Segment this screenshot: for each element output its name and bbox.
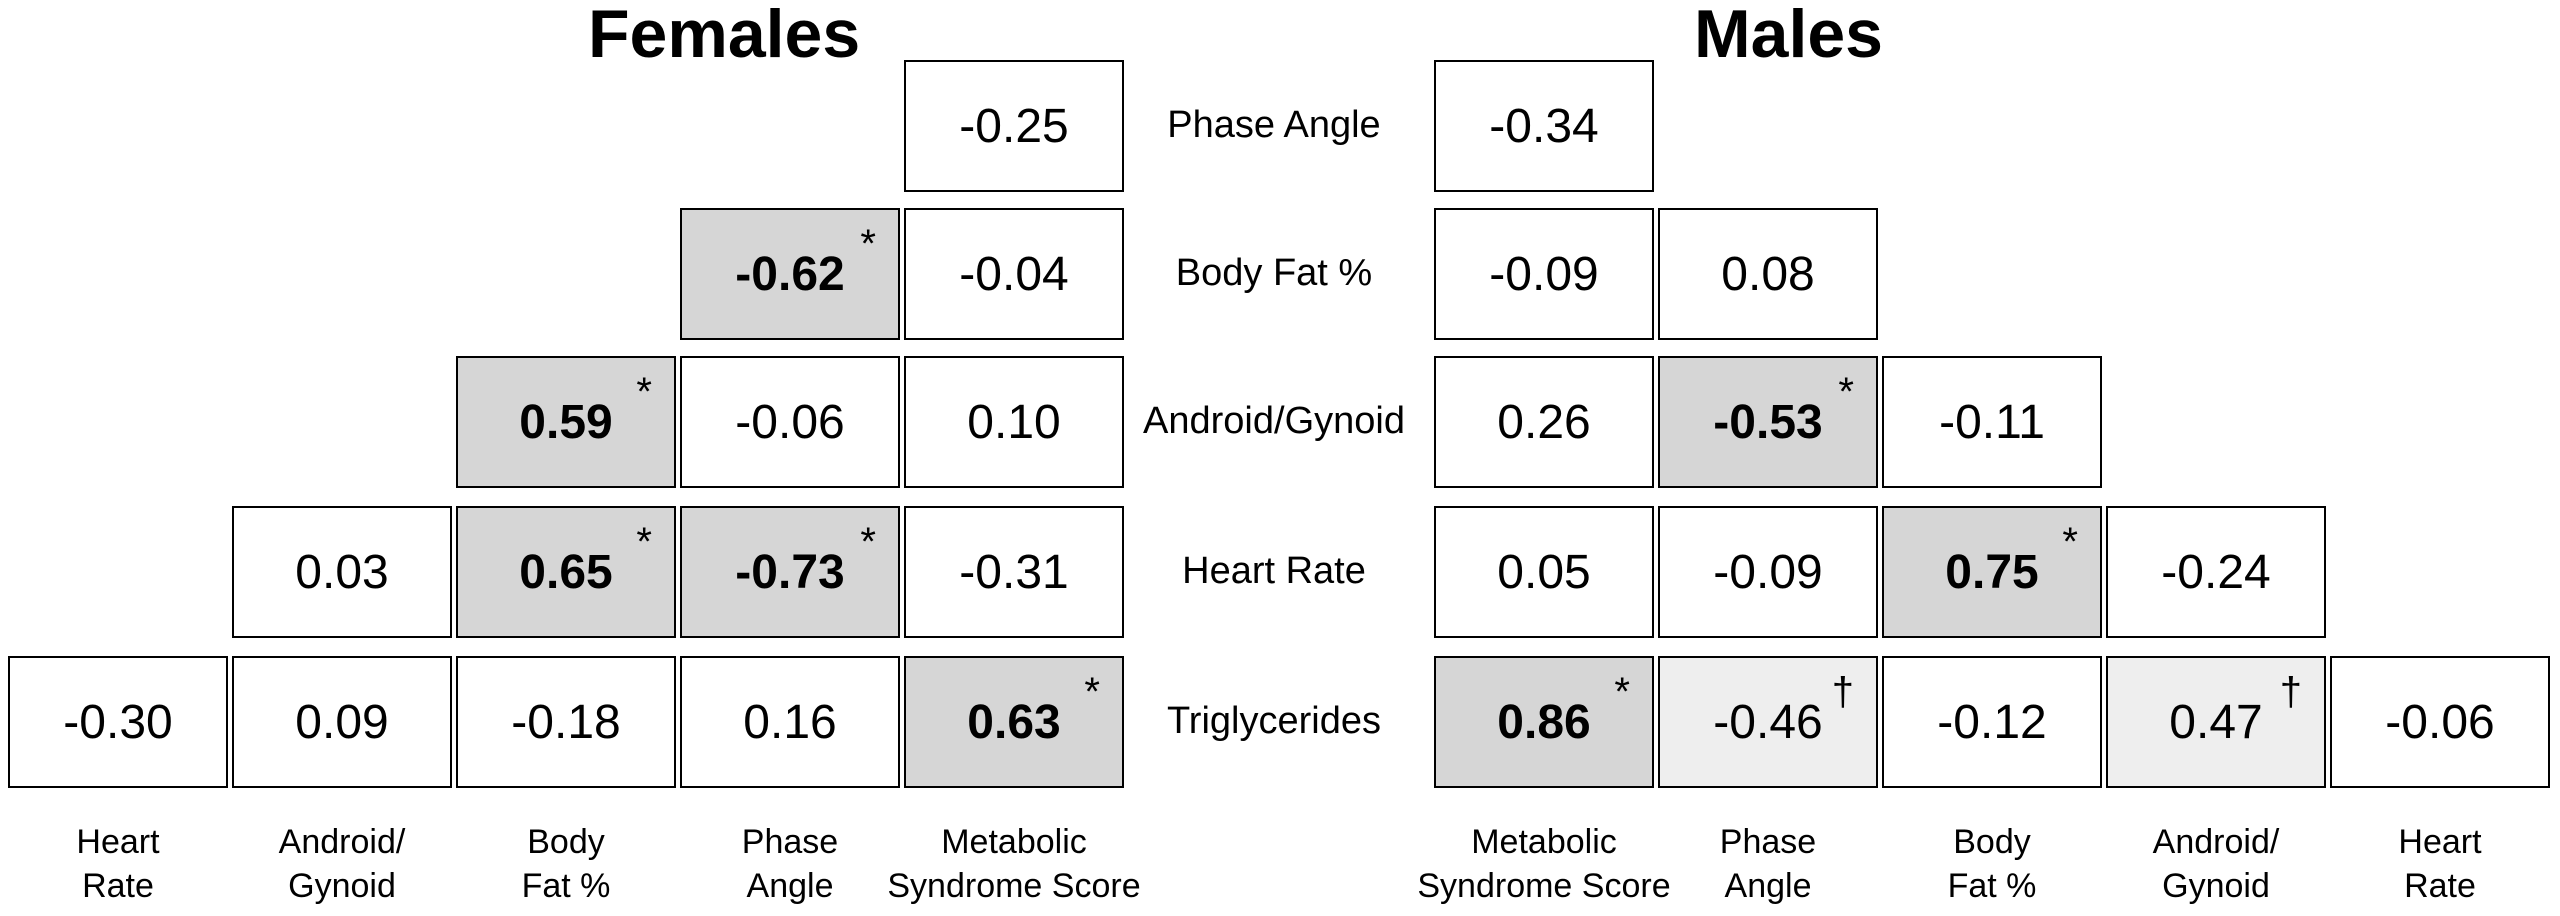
- significance-mark: *: [1838, 370, 1854, 414]
- correlation-cell: 0.09: [232, 656, 452, 788]
- correlation-cell: -0.06: [2330, 656, 2550, 788]
- significance-mark: *: [1614, 670, 1630, 714]
- correlation-value: 0.16: [743, 695, 837, 749]
- correlation-cell: -0.09: [1658, 506, 1878, 638]
- correlation-value: -0.11: [1939, 395, 2045, 449]
- correlation-value: 0.08: [1721, 247, 1815, 301]
- correlation-cell: -0.18: [456, 656, 676, 788]
- correlation-cell: -0.11: [1882, 356, 2102, 488]
- correlation-value: 0.59: [519, 395, 613, 449]
- correlation-cell: 0.08: [1658, 208, 1878, 340]
- correlation-value: -0.24: [2161, 545, 2271, 599]
- correlation-cell: 0.75 *: [1882, 506, 2102, 638]
- trend-mark: †: [1831, 670, 1854, 714]
- females-title: Females: [588, 0, 861, 72]
- correlation-value: 0.26: [1497, 395, 1591, 449]
- correlation-cell: -0.53 *: [1658, 356, 1878, 488]
- correlation-cell: 0.10: [904, 356, 1124, 488]
- correlation-cell: -0.30: [8, 656, 228, 788]
- correlation-cell: -0.73 *: [680, 506, 900, 638]
- correlation-value: -0.04: [959, 247, 1069, 301]
- correlation-value: -0.25: [959, 99, 1069, 153]
- correlation-cell: -0.62 *: [680, 208, 900, 340]
- correlation-cell: -0.34: [1434, 60, 1654, 192]
- row-label: Android/Gynoid: [1143, 400, 1405, 442]
- column-label: Body Fat %: [521, 823, 611, 905]
- correlation-value: -0.06: [735, 395, 845, 449]
- correlation-value: 0.63: [967, 695, 1061, 749]
- row-label: Heart Rate: [1182, 550, 1366, 592]
- correlation-value: -0.34: [1489, 99, 1599, 153]
- correlation-value: 0.10: [967, 395, 1061, 449]
- row-label: Body Fat %: [1175, 252, 1373, 294]
- correlation-value: -0.53: [1713, 395, 1823, 449]
- correlation-value: 0.75: [1945, 545, 2039, 599]
- correlation-cell: -0.31: [904, 506, 1124, 638]
- significance-mark: *: [860, 520, 876, 564]
- correlation-value: -0.31: [959, 545, 1069, 599]
- correlation-cell: 0.59 *: [456, 356, 676, 488]
- correlation-cell: -0.25: [904, 60, 1124, 192]
- correlation-value: 0.05: [1497, 545, 1591, 599]
- column-label: Heart Rate: [2398, 823, 2482, 905]
- column-label: Heart Rate: [76, 823, 160, 905]
- significance-mark: *: [1084, 670, 1100, 714]
- correlation-cell: -0.04: [904, 208, 1124, 340]
- males-title: Males: [1694, 0, 1883, 72]
- correlation-value: -0.62: [735, 247, 845, 301]
- row-label: Triglycerides: [1167, 700, 1381, 742]
- correlation-cell: 0.65 *: [456, 506, 676, 638]
- column-label: Metabolic Syndrome Score: [887, 823, 1141, 905]
- column-label: Body Fat %: [1947, 823, 2037, 905]
- correlation-value: -0.06: [2385, 695, 2495, 749]
- correlation-cell: 0.05: [1434, 506, 1654, 638]
- correlation-value: -0.73: [735, 545, 845, 599]
- correlation-value: -0.18: [511, 695, 621, 749]
- correlation-cell: 0.63 *: [904, 656, 1124, 788]
- significance-mark: *: [860, 222, 876, 266]
- significance-mark: *: [636, 370, 652, 414]
- correlation-cell: -0.06: [680, 356, 900, 488]
- correlation-cell: 0.16: [680, 656, 900, 788]
- trend-mark: †: [2279, 670, 2302, 714]
- correlation-value: -0.09: [1713, 545, 1823, 599]
- correlation-cell: 0.26: [1434, 356, 1654, 488]
- correlation-value: 0.09: [295, 695, 389, 749]
- correlation-value: -0.30: [63, 695, 173, 749]
- correlation-cell: 0.47 †: [2106, 656, 2326, 788]
- correlation-cell: -0.12: [1882, 656, 2102, 788]
- correlation-value: -0.12: [1937, 695, 2047, 749]
- correlation-cell: 0.86 *: [1434, 656, 1654, 788]
- correlation-cell: -0.24: [2106, 506, 2326, 638]
- correlation-value: -0.09: [1489, 247, 1599, 301]
- column-label: Phase Angle: [741, 823, 839, 905]
- correlation-cell: -0.46 †: [1658, 656, 1878, 788]
- column-label: Android/ Gynoid: [2152, 823, 2280, 905]
- significance-mark: *: [2062, 520, 2078, 564]
- correlation-value: -0.46: [1713, 695, 1823, 749]
- column-label: Metabolic Syndrome Score: [1417, 823, 1671, 905]
- correlation-cell: 0.03: [232, 506, 452, 638]
- row-label: Phase Angle: [1167, 104, 1381, 146]
- significance-mark: *: [636, 520, 652, 564]
- correlation-value: 0.86: [1497, 695, 1591, 749]
- column-label: Android/ Gynoid: [278, 823, 406, 905]
- correlation-value: 0.47: [2169, 695, 2263, 749]
- correlation-value: 0.65: [519, 545, 613, 599]
- correlation-value: 0.03: [295, 545, 389, 599]
- column-label: Phase Angle: [1719, 823, 1817, 905]
- correlation-cell: -0.09: [1434, 208, 1654, 340]
